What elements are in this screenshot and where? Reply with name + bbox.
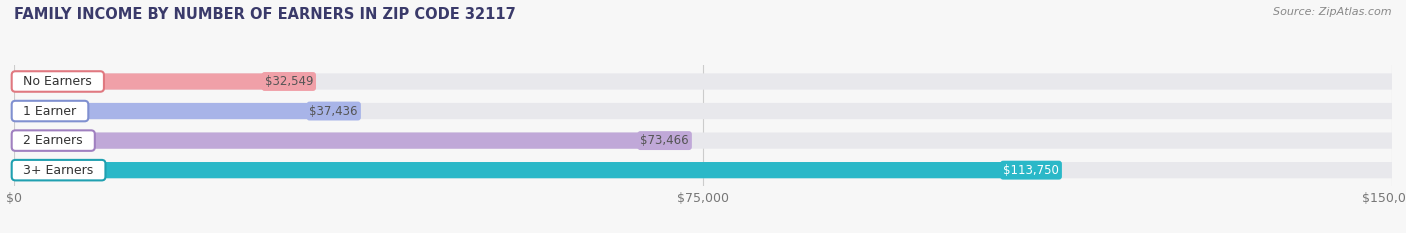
FancyBboxPatch shape (14, 103, 359, 119)
FancyBboxPatch shape (14, 73, 1392, 90)
FancyBboxPatch shape (14, 103, 1392, 119)
FancyBboxPatch shape (14, 162, 1059, 178)
FancyBboxPatch shape (14, 133, 689, 149)
Text: Source: ZipAtlas.com: Source: ZipAtlas.com (1274, 7, 1392, 17)
FancyBboxPatch shape (14, 162, 1392, 178)
Text: 3+ Earners: 3+ Earners (15, 164, 101, 177)
Text: 2 Earners: 2 Earners (15, 134, 91, 147)
FancyBboxPatch shape (14, 133, 1392, 149)
Text: $32,549: $32,549 (264, 75, 314, 88)
Text: $113,750: $113,750 (1002, 164, 1059, 177)
Text: 1 Earner: 1 Earner (15, 105, 84, 117)
Text: No Earners: No Earners (15, 75, 100, 88)
FancyBboxPatch shape (14, 73, 314, 90)
Text: FAMILY INCOME BY NUMBER OF EARNERS IN ZIP CODE 32117: FAMILY INCOME BY NUMBER OF EARNERS IN ZI… (14, 7, 516, 22)
Text: $37,436: $37,436 (309, 105, 359, 117)
Text: $73,466: $73,466 (640, 134, 689, 147)
